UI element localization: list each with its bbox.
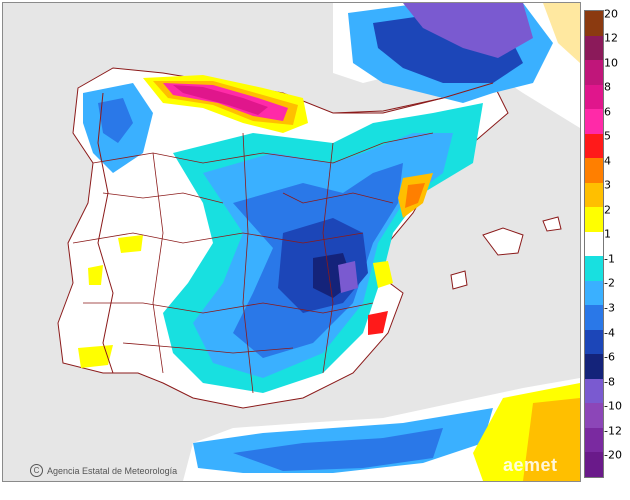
credit: C Agencia Estatal de Meteorología xyxy=(30,464,177,477)
legend-label: -4 xyxy=(604,326,615,340)
legend-swatch xyxy=(585,11,603,36)
legend-label: 1 xyxy=(604,227,611,241)
field-nw-minus3 xyxy=(98,98,133,143)
color-legend xyxy=(584,10,604,478)
legend-label: -6 xyxy=(604,350,615,364)
legend-label: 4 xyxy=(604,154,611,168)
legend-label: 6 xyxy=(604,105,611,119)
legend-swatch xyxy=(585,403,603,429)
legend-label: -20 xyxy=(604,448,622,462)
legend-swatch xyxy=(585,133,603,159)
legend-label: 12 xyxy=(604,31,618,45)
legend-swatch xyxy=(585,60,603,86)
legend-swatch xyxy=(585,280,603,306)
island-menorca xyxy=(542,216,562,232)
legend-swatch xyxy=(585,207,603,233)
field-w-plus1 xyxy=(118,235,143,253)
map-svg xyxy=(3,3,580,481)
credit-text: Agencia Estatal de Meteorología xyxy=(47,465,178,476)
legend-swatch xyxy=(585,354,603,380)
portugal-border xyxy=(97,92,114,374)
legend-label: -2 xyxy=(604,276,615,290)
legend-label: -3 xyxy=(604,301,615,315)
legend-swatch xyxy=(585,158,603,184)
legend-swatch xyxy=(585,109,603,135)
legend-swatch xyxy=(585,329,603,355)
legend-swatch xyxy=(585,452,603,478)
legend-label: -10 xyxy=(604,399,622,413)
legend-swatch xyxy=(585,427,603,453)
legend-label: -12 xyxy=(604,424,622,438)
field-france-minus8 xyxy=(403,3,533,58)
field-w2-plus1 xyxy=(88,265,103,285)
legend-swatch xyxy=(585,305,603,331)
aemet-watermark: aemet xyxy=(503,455,558,475)
field-africa-plus2 xyxy=(523,398,580,481)
field-africa-minus3 xyxy=(233,428,443,471)
legend-swatch xyxy=(585,35,603,61)
legend-swatch xyxy=(585,84,603,110)
island-mallorca xyxy=(482,227,524,256)
field-france-warm xyxy=(543,3,580,63)
legend-label: 8 xyxy=(604,80,611,94)
map-canvas xyxy=(2,2,581,482)
legend-label: -1 xyxy=(604,252,615,266)
legend-swatch xyxy=(585,378,603,404)
legend-label: 3 xyxy=(604,178,611,192)
legend-label: 10 xyxy=(604,56,618,70)
field-north-plus8 xyxy=(173,85,268,115)
field-minus8 xyxy=(338,261,358,293)
legend-label: 2 xyxy=(604,203,611,217)
copyright-icon: C xyxy=(30,464,43,477)
legend-swatch xyxy=(585,231,603,257)
region-borders xyxy=(72,132,434,394)
field-murcia-plus5 xyxy=(368,311,388,335)
island-ibiza xyxy=(450,270,468,290)
legend-swatch xyxy=(585,182,603,208)
legend-label: 20 xyxy=(604,7,618,21)
field-east-plus3 xyxy=(405,183,425,208)
legend-labels: 20 12 10 8 6 5 4 3 2 1 -1 -2 -3 -4 -6 -8… xyxy=(604,7,630,476)
field-sw-plus1 xyxy=(78,345,113,368)
legend-swatch xyxy=(585,256,603,282)
pyrenees-border xyxy=(332,82,494,114)
field-valencia-plus1 xyxy=(373,261,393,288)
legend-label: -8 xyxy=(604,375,615,389)
legend-label: 5 xyxy=(604,129,611,143)
